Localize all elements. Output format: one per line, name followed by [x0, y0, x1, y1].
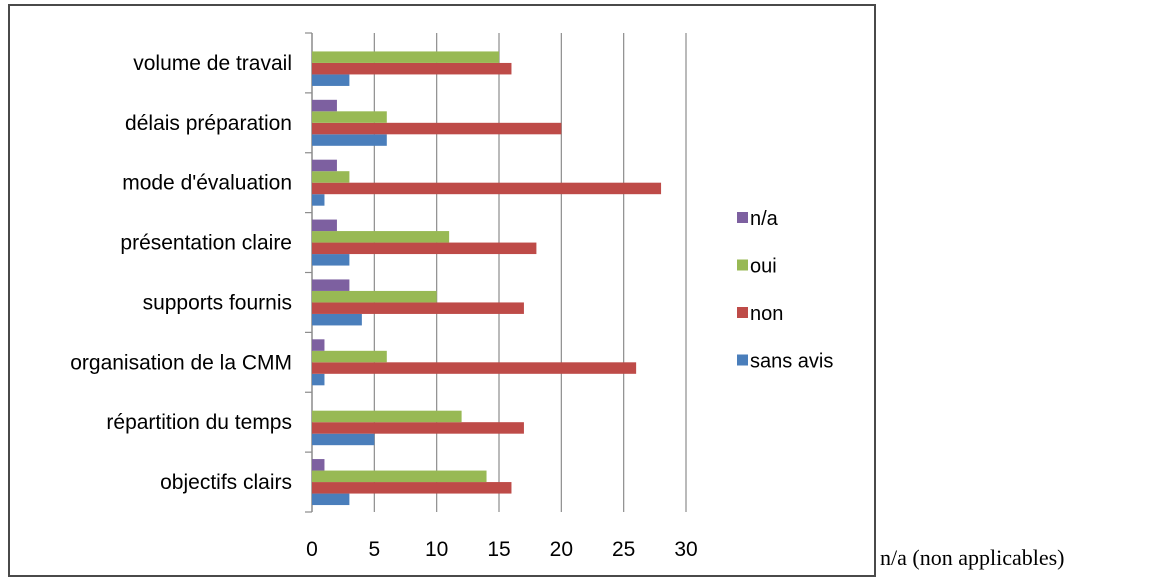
bar-oui-organisation-de-la-cmm	[312, 350, 387, 363]
bar-sans-avis-supports-fournis	[312, 313, 362, 326]
bar-non-objectifs-clairs	[312, 482, 512, 494]
bar-non-supports-fournis	[312, 302, 524, 314]
legend-swatch-sans-avis	[737, 354, 748, 366]
bar-non-repartition-du-temps	[312, 422, 524, 434]
legend-swatch-non	[737, 307, 748, 318]
x-tick-label-10: 10	[425, 538, 448, 561]
bar-chart: 0 5 10 15 20 25 30 objectifs clairs répartition …	[70, 32, 833, 561]
bar-oui-mode-d-evaluation	[312, 171, 350, 183]
bar-non-presentation-claire	[312, 242, 537, 255]
category-label-objectifs-clairs: objectifs clairs	[160, 471, 292, 494]
legend-swatch-oui	[737, 259, 748, 271]
category-label-volume-de-travail: volume de travail	[133, 52, 292, 75]
bar-oui-objectifs-clairs	[312, 470, 487, 483]
chart-frame: 0 5 10 15 20 25 30 objectifs clairs répartition …	[8, 4, 876, 577]
legend-label-oui: oui	[750, 256, 777, 278]
bar-n-a-organisation-de-la-cmm	[312, 339, 325, 351]
bar-oui-delais-preparation	[312, 111, 387, 123]
bar-sans-avis-presentation-claire	[312, 254, 350, 266]
bar-non-mode-d-evaluation	[312, 182, 662, 195]
bar-non-organisation-de-la-cmm	[312, 362, 637, 374]
legend-label-sans-avis: sans avis	[750, 351, 833, 373]
bar-non-volume-de-travail	[312, 62, 512, 75]
bar-non-delais-preparation	[312, 122, 562, 135]
bar-oui-presentation-claire	[312, 231, 450, 243]
bar-n-a-supports-fournis	[312, 279, 350, 291]
bar-oui-volume-de-travail	[312, 51, 499, 63]
legend-label-non: non	[750, 303, 783, 325]
x-tick-label-0: 0	[306, 538, 318, 561]
bar-n-a-delais-preparation	[312, 99, 337, 112]
legend-label-n-a: n/a	[750, 208, 779, 230]
bar-sans-avis-objectifs-clairs	[312, 493, 350, 506]
bar-n-a-presentation-claire	[312, 219, 337, 232]
category-label-delais-preparation: délais préparation	[125, 112, 292, 135]
bar-sans-avis-repartition-du-temps	[312, 433, 375, 446]
category-label-mode-d-evaluation: mode d'évaluation	[122, 172, 292, 195]
bar-sans-avis-volume-de-travail	[312, 74, 350, 86]
category-label-supports-fournis: supports fournis	[143, 291, 292, 314]
x-tick-label-15: 15	[487, 538, 510, 561]
bar-oui-repartition-du-temps	[312, 410, 462, 423]
bar-sans-avis-organisation-de-la-cmm	[312, 373, 325, 386]
bar-sans-avis-mode-d-evaluation	[312, 194, 325, 206]
x-tick-label-20: 20	[550, 538, 573, 561]
category-label-organisation-de-la-cmm: organisation de la CMM	[70, 351, 292, 374]
legend-swatch-n-a	[737, 212, 748, 223]
category-label-presentation-claire: présentation claire	[120, 232, 292, 255]
x-tick-label-30: 30	[674, 538, 697, 561]
footnote: n/a (non applicables)	[880, 545, 1065, 570]
bar-oui-supports-fournis	[312, 290, 437, 303]
bar-n-a-mode-d-evaluation	[312, 159, 337, 172]
bar-sans-avis-delais-preparation	[312, 134, 387, 146]
bar-n-a-objectifs-clairs	[312, 459, 325, 471]
category-label-repartition-du-temps: répartition du temps	[106, 411, 292, 434]
x-tick-label-25: 25	[612, 538, 635, 561]
x-tick-label-5: 5	[368, 538, 380, 561]
